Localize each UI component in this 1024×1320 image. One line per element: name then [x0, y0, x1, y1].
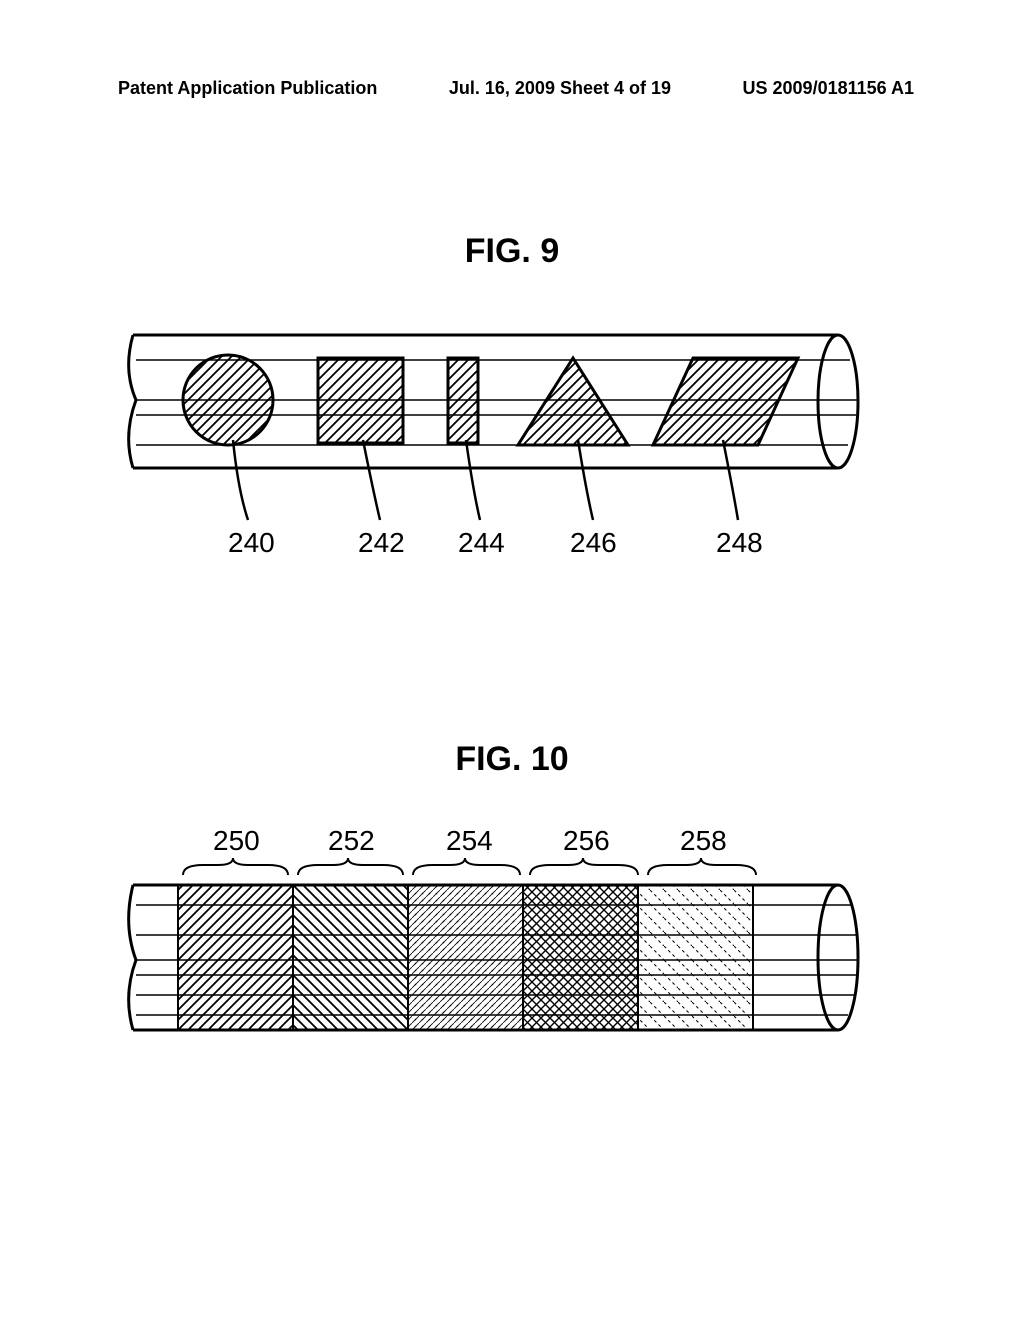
label-242: 242 [358, 527, 405, 558]
header-center: Jul. 16, 2009 Sheet 4 of 19 [449, 78, 671, 99]
shape-246 [518, 358, 628, 445]
label-252: 252 [328, 825, 375, 856]
label-248: 248 [716, 527, 763, 558]
label-244: 244 [458, 527, 505, 558]
header-left: Patent Application Publication [118, 78, 377, 99]
shape-242 [318, 358, 403, 443]
label-256: 256 [563, 825, 610, 856]
shape-248 [653, 358, 798, 445]
band-252 [293, 885, 408, 1030]
page-header: Patent Application Publication Jul. 16, … [0, 78, 1024, 99]
label-250: 250 [213, 825, 260, 856]
band-258 [638, 885, 753, 1030]
label-246: 246 [570, 527, 617, 558]
fig10-diagram: 250 252 254 256 258 [118, 820, 878, 1085]
shape-240 [183, 355, 273, 445]
header-right: US 2009/0181156 A1 [743, 78, 914, 99]
fig10-title: FIG. 10 [0, 740, 1024, 779]
label-254: 254 [446, 825, 493, 856]
band-250 [178, 885, 293, 1030]
label-258: 258 [680, 825, 727, 856]
band-254 [408, 885, 523, 1030]
fig9-diagram: 240 242 244 246 248 [118, 320, 878, 585]
fig9-title: FIG. 9 [0, 232, 1024, 271]
shape-244 [448, 358, 478, 443]
band-256 [523, 885, 638, 1030]
label-240: 240 [228, 527, 275, 558]
